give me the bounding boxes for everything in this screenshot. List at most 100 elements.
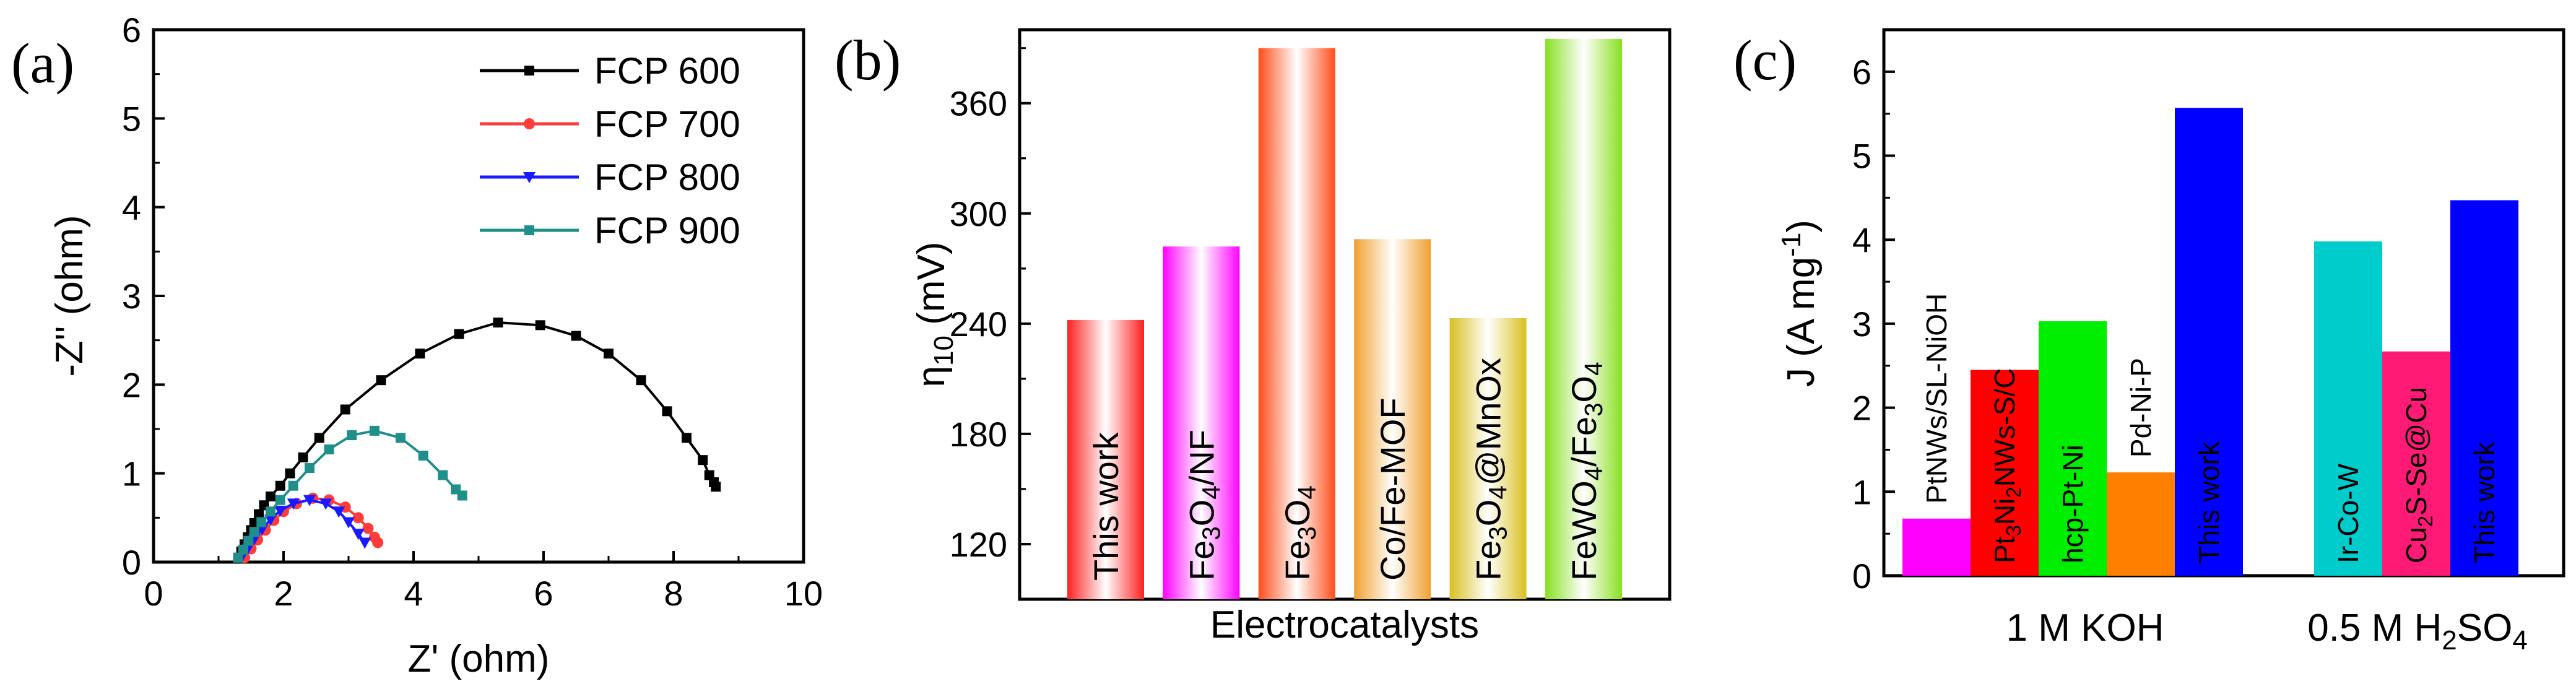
data-point <box>233 552 243 563</box>
bar <box>1354 239 1431 599</box>
bar-label: Cu2S-Se@Cu <box>2400 387 2437 563</box>
data-point <box>362 522 374 534</box>
data-point <box>352 529 365 540</box>
bar <box>2175 108 2243 576</box>
legend-marker <box>523 172 536 183</box>
data-point <box>418 451 428 461</box>
legend-marker <box>524 66 534 76</box>
data-point <box>347 430 357 441</box>
data-point <box>266 491 275 501</box>
panel-c-ylabel: J (A mg-1) <box>1776 220 1823 387</box>
bar-group: hcp-Pt-Ni <box>2039 321 2107 576</box>
legend-label: FCP 700 <box>594 103 740 145</box>
data-point <box>604 349 614 359</box>
data-point <box>340 404 350 415</box>
panel-b-ylabel: η10 (mV) <box>910 242 959 388</box>
bar-label: This work <box>1086 431 1125 581</box>
panel-c-group-label-koh: 1 M KOH <box>2006 607 2164 649</box>
data-point <box>287 498 300 510</box>
bar <box>2039 321 2107 576</box>
data-point <box>285 468 295 479</box>
bar-group: This work <box>2175 108 2243 576</box>
data-point <box>332 506 345 518</box>
y-tick-label: 5 <box>122 99 141 138</box>
bar-group: FeWO4/Fe3O4 <box>1545 38 1623 600</box>
data-point <box>358 537 371 549</box>
bar <box>1163 246 1240 599</box>
panel-a-legend: FCP 600 FCP 700 FCP 800 FCP 900 <box>480 50 740 251</box>
y-tick-label: 240 <box>950 305 1007 344</box>
x-tick-label: 6 <box>534 574 553 613</box>
panel-b-frame <box>1018 28 1672 601</box>
panel-c-bars: PtNWs/SL-NiOH Pt3Ni2NWs-S/C hcp-Pt-Ni Pd-Ni… <box>1902 108 2518 576</box>
panel-c-group-label-h2so4: 0.5 M H2SO4 <box>2307 607 2528 656</box>
data-point <box>662 406 672 417</box>
y-tick-label: 4 <box>122 188 141 227</box>
bar-group: Co/Fe-MOF <box>1354 239 1431 599</box>
data-point <box>314 433 324 443</box>
data-point <box>243 535 254 546</box>
y-tick-label: 0 <box>122 543 141 582</box>
data-point <box>396 433 405 443</box>
data-point <box>254 509 264 519</box>
panel-a-series <box>233 318 721 564</box>
y-tick-label: 360 <box>950 84 1007 123</box>
bar-group: This work <box>2450 200 2518 576</box>
data-point <box>264 514 277 526</box>
bar-label: Fe3O4/NF <box>1182 430 1225 581</box>
bar-label: This work <box>2468 441 2500 563</box>
panel-b-xlabel: Electrocatalysts <box>1210 604 1479 646</box>
data-point <box>288 480 298 491</box>
data-point <box>249 527 259 537</box>
bar-group: Ir-Co-W <box>2314 241 2382 576</box>
bar-group: Pd-Ni-P <box>2107 358 2175 576</box>
bar-label: Pt3Ni2NWs-S/C <box>1988 368 2026 563</box>
series-fcp-900 <box>233 425 467 563</box>
bar <box>1545 38 1623 600</box>
data-point <box>636 375 646 386</box>
bar-group: Fe3O4 <box>1258 48 1335 599</box>
legend-marker <box>524 225 534 235</box>
panel-b-ticks: 120 180 240 300 360 <box>950 47 1031 564</box>
y-tick-label: 5 <box>1852 137 1871 176</box>
y-tick-label: 1 <box>1852 472 1871 511</box>
data-point <box>571 331 581 341</box>
panel-c-label: (c) <box>1733 28 1797 92</box>
data-point <box>342 517 355 529</box>
bar <box>2107 472 2175 576</box>
data-point <box>682 433 692 443</box>
data-point <box>303 495 316 506</box>
bar-label: PtNWs/SL-NiOH <box>1920 293 1953 504</box>
data-point <box>454 329 464 339</box>
bar-group: This work <box>1067 319 1144 599</box>
data-point <box>438 470 448 480</box>
y-tick-label: 6 <box>1852 53 1871 92</box>
y-tick-label: 0 <box>1852 557 1871 596</box>
data-point <box>535 320 545 331</box>
y-tick-label: 2 <box>122 365 141 404</box>
data-point <box>266 506 275 517</box>
y-tick-label: 120 <box>950 525 1007 564</box>
data-point <box>324 444 334 454</box>
panel-a-label: (a) <box>11 32 74 95</box>
panel-b-label: (b) <box>835 28 901 92</box>
bar <box>2382 351 2450 576</box>
bar-label: Pd-Ni-P <box>2125 358 2157 457</box>
bar <box>1258 48 1335 599</box>
series-fcp-600 <box>233 318 721 563</box>
bar-label: Fe3O4@MnOx <box>1469 358 1512 581</box>
x-tick-label: 0 <box>144 574 163 613</box>
data-point <box>493 318 503 327</box>
legend-label: FCP 600 <box>594 50 740 92</box>
bar-label: FeWO4/Fe3O4 <box>1564 362 1608 581</box>
y-tick-label: 1 <box>122 454 141 493</box>
bar-label: Fe3O4 <box>1278 485 1321 581</box>
legend-item: FCP 800 <box>480 157 740 198</box>
data-point <box>711 482 721 492</box>
bar <box>1902 518 1971 576</box>
data-point <box>305 463 314 474</box>
legend-item: FCP 600 <box>480 50 740 92</box>
data-point <box>370 425 379 436</box>
bar-label: hcp-Pt-Ni <box>2057 444 2089 563</box>
panel-a-ticks: 0 2 4 6 8 10 0 1 2 3 4 5 6 <box>122 11 823 613</box>
